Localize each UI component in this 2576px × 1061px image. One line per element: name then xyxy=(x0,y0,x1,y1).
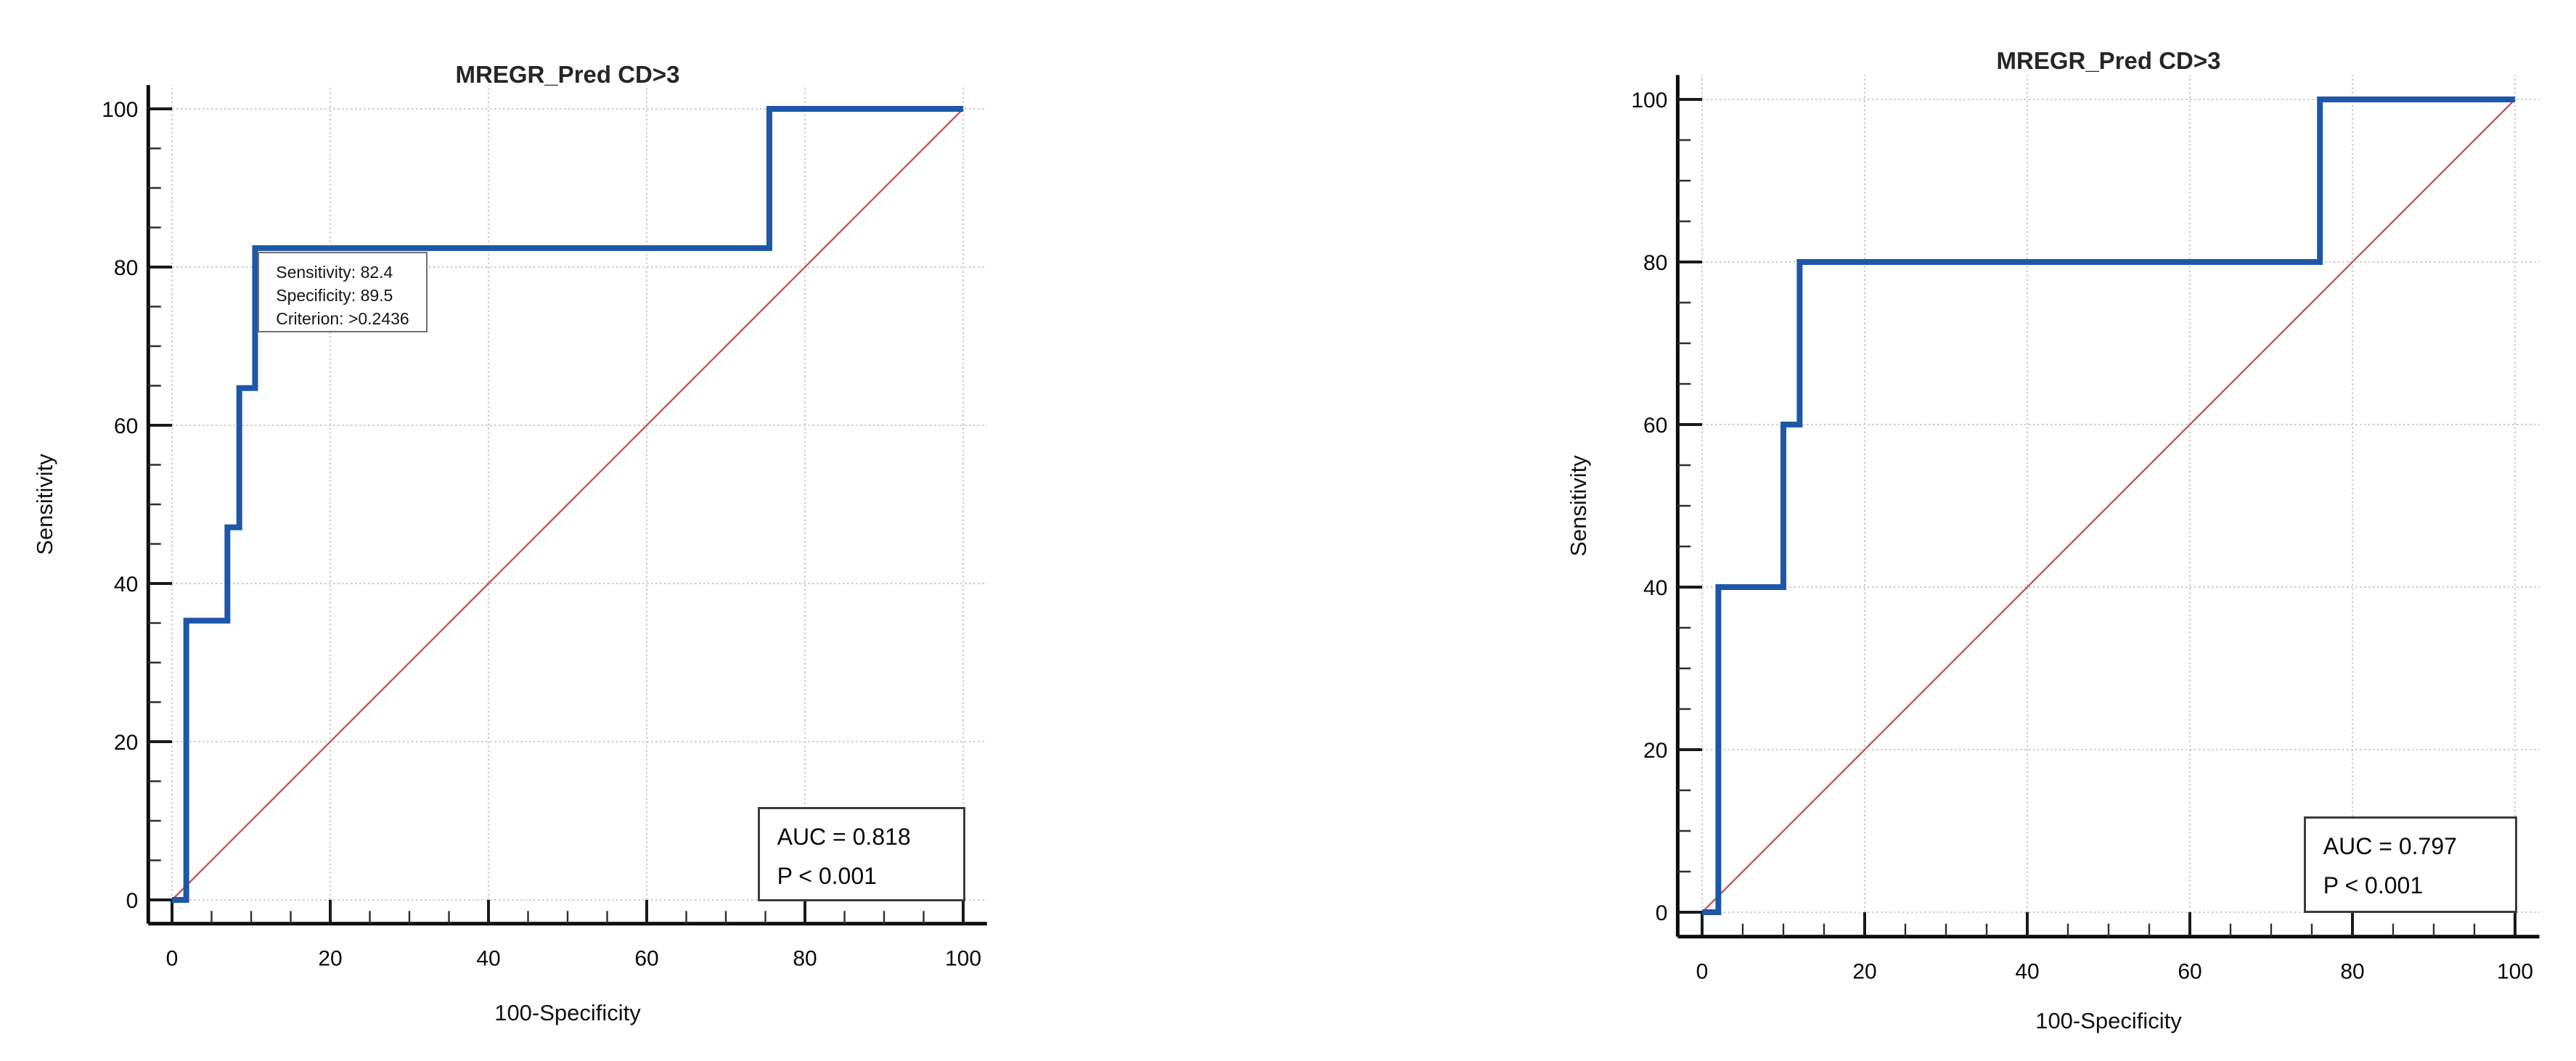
y-tick-label: 20 xyxy=(114,731,138,755)
roc-curve xyxy=(172,106,963,903)
x-tick-label: 80 xyxy=(2340,960,2364,984)
chart-title: MREGR_Pred CD>3 xyxy=(1996,47,2221,75)
y-tick-label: 40 xyxy=(1643,576,1667,600)
x-tick-label: 60 xyxy=(2178,960,2201,984)
x-tick-label: 100 xyxy=(2497,960,2533,984)
chart-title: MREGR_Pred CD>3 xyxy=(455,61,680,89)
y-tick-label: 60 xyxy=(1643,414,1667,438)
x-tick-label: 100 xyxy=(945,947,981,971)
y-tick-label: 0 xyxy=(1656,901,1668,925)
y-tick-label: 0 xyxy=(126,889,139,913)
x-axis-label: 100-Specificity xyxy=(494,1000,641,1025)
y-tick-label: 20 xyxy=(1643,739,1667,763)
y-tick-label: 80 xyxy=(114,256,138,280)
y-tick-label: 60 xyxy=(114,414,138,438)
criterion-tooltip: Sensitivity: 82.4 Specificity: 89.5 Crit… xyxy=(258,252,428,333)
y-tick-label: 100 xyxy=(102,98,138,122)
tooltip-sensitivity: Sensitivity: 82.4 xyxy=(276,263,393,282)
x-tick-label: 40 xyxy=(476,947,500,971)
y-tick-label: 100 xyxy=(1631,89,1667,112)
x-tick-label: 0 xyxy=(166,947,179,971)
auc-value: AUC = 0.797 xyxy=(2323,832,2457,859)
x-tick-label: 20 xyxy=(318,947,342,971)
x-axis-label: 100-Specificity xyxy=(2035,1008,2182,1033)
tooltip-specificity: Specificity: 89.5 xyxy=(276,286,393,306)
y-axis-label: Sensitivity xyxy=(32,454,57,555)
auc-value: AUC = 0.818 xyxy=(777,824,911,851)
x-tick-label: 60 xyxy=(634,947,658,971)
p-value: P < 0.001 xyxy=(777,863,877,890)
auc-stats-box: AUC = 0.797 P < 0.001 xyxy=(2303,816,2518,914)
tooltip-criterion: Criterion: >0.2436 xyxy=(276,309,409,329)
roc-curve xyxy=(1702,97,2515,915)
roc-plot-area: 0 0 20 20 40 40 60 60 80 80 100 100 xyxy=(1631,75,2540,984)
auc-stats-box: AUC = 0.818 P < 0.001 xyxy=(757,807,966,902)
roc-plot-area: 0 0 20 20 40 40 60 60 80 80 100 100 xyxy=(102,85,987,971)
reference-diagonal-line xyxy=(1701,99,2516,913)
roc-chart-right: 0 0 20 20 40 40 60 60 80 80 100 100 MREGR_Pred CD>3… xyxy=(1452,0,2576,1061)
y-axis-label: Sensitivity xyxy=(1566,455,1591,557)
x-tick-label: 80 xyxy=(793,947,817,971)
x-tick-label: 40 xyxy=(2015,960,2039,984)
x-tick-label: 0 xyxy=(1696,960,1709,984)
roc-chart-left: 0 0 20 20 40 40 60 60 80 80 100 100 MREGR_Pred CD>3… xyxy=(0,0,1161,1061)
x-tick-label: 20 xyxy=(1852,960,1876,984)
p-value: P < 0.001 xyxy=(2323,872,2424,898)
y-tick-label: 80 xyxy=(1643,251,1667,275)
y-tick-label: 40 xyxy=(114,573,138,597)
reference-diagonal-line xyxy=(171,108,964,901)
